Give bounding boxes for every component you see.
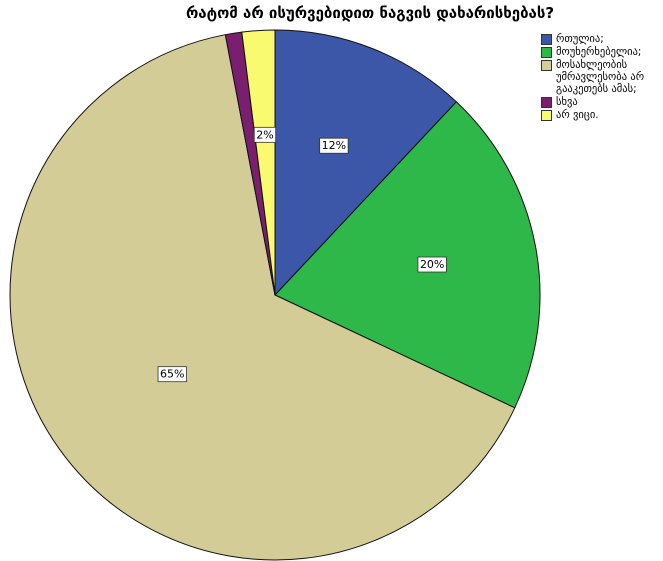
value-label-box <box>319 137 349 154</box>
value-label: 65% <box>160 368 184 381</box>
legend-label: მოუხერხებელია; <box>556 46 642 58</box>
value-label-box <box>417 256 447 273</box>
value-label-group: 12% <box>319 137 349 154</box>
legend-swatch <box>541 97 552 108</box>
value-label: 2% <box>256 128 273 141</box>
pie-slice <box>241 29 276 296</box>
legend-swatch <box>541 60 552 71</box>
value-label-group: 65% <box>157 366 187 383</box>
legend-item: არ ვიცი. <box>541 109 661 121</box>
chart-title: რატომ არ ისურვებიდით ნაგვის დახარისხებას… <box>185 4 555 22</box>
value-label-box <box>157 366 187 383</box>
legend-label: არ ვიცი. <box>556 109 599 121</box>
legend-item: მოსახლეობის უმრავლესობა არ გააკეთებს ამა… <box>541 59 661 95</box>
legend-swatch <box>541 47 552 58</box>
legend-label: სხვა <box>556 96 578 108</box>
legend-swatch <box>541 110 552 121</box>
value-label-box <box>253 126 277 143</box>
value-label-group: 2% <box>253 126 277 143</box>
pie-slice <box>9 34 516 561</box>
pie-slice <box>274 101 541 409</box>
legend-item: რთულია; <box>541 33 661 45</box>
legend-swatch <box>541 34 552 45</box>
legend-item: მოუხერხებელია; <box>541 46 661 58</box>
legend-label: რთულია; <box>556 33 604 45</box>
legend: რთულია; მოუხერხებელია; მოსახლეობის უმრავლე… <box>541 33 661 122</box>
value-label: 12% <box>322 139 346 152</box>
legend-item: სხვა <box>541 96 661 108</box>
legend-label: მოსახლეობის უმრავლესობა არ გააკეთებს ამა… <box>556 59 645 95</box>
pie-slice <box>274 29 458 297</box>
value-label: 20% <box>420 258 444 271</box>
value-label-group: 20% <box>417 256 447 273</box>
